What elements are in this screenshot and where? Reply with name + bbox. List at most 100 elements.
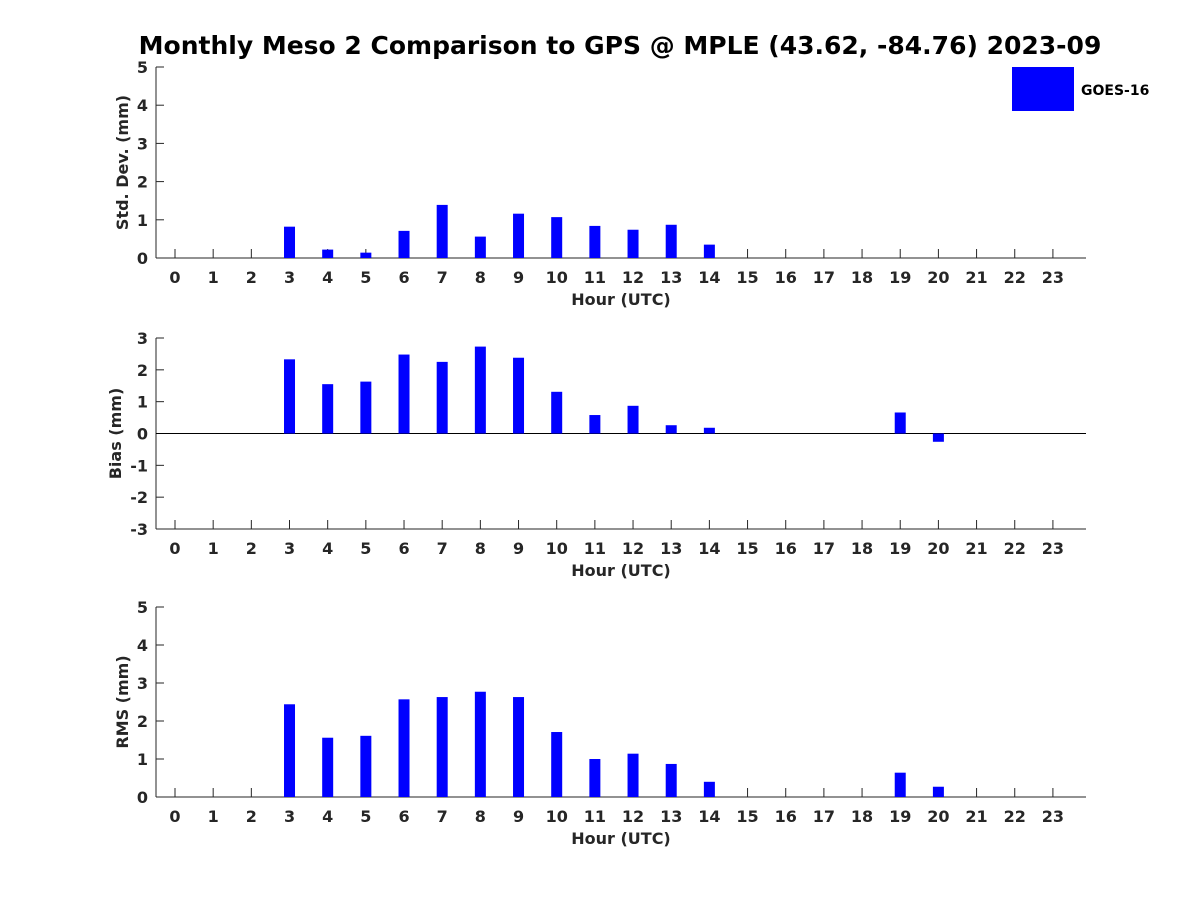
std-x-tick-label: 5 xyxy=(360,268,371,287)
std-bar-hour-9 xyxy=(513,213,525,258)
std-x-tick-label: 15 xyxy=(736,268,758,287)
rms-bar-hour-12 xyxy=(627,753,639,797)
bias-x-tick-label: 2 xyxy=(246,539,257,558)
std-y-tick-label: 1 xyxy=(137,211,148,230)
std-x-tick-label: 8 xyxy=(475,268,486,287)
bias-x-tick-label: 3 xyxy=(284,539,295,558)
std-y-tick-label: 0 xyxy=(137,249,148,268)
bias-bar-hour-14 xyxy=(703,427,715,434)
bias-y-axis-label: Bias (mm) xyxy=(106,388,125,480)
std-x-tick-label: 7 xyxy=(437,268,448,287)
bias-y-tick-label: 2 xyxy=(137,361,148,380)
std-x-tick-label: 21 xyxy=(965,268,987,287)
bias-bar-hour-12 xyxy=(627,405,639,434)
rms-x-tick-label: 8 xyxy=(475,807,486,826)
bias-bar-hour-13 xyxy=(665,425,677,434)
rms-x-tick-label: 10 xyxy=(546,807,568,826)
bias-y-tick-label: -1 xyxy=(130,456,148,475)
bias-x-tick-label: 19 xyxy=(889,539,911,558)
rms-x-tick-label: 20 xyxy=(927,807,949,826)
bias-x-tick-label: 0 xyxy=(169,539,180,558)
rms-bar-hour-11 xyxy=(589,759,601,797)
std-x-tick-label: 13 xyxy=(660,268,682,287)
std-y-tick-label: 4 xyxy=(137,96,148,115)
bias-x-tick-label: 7 xyxy=(437,539,448,558)
rms-x-tick-label: 15 xyxy=(736,807,758,826)
rms-x-tick-label: 4 xyxy=(322,807,333,826)
std-x-tick-label: 9 xyxy=(513,268,524,287)
rms-y-tick-label: 3 xyxy=(137,674,148,693)
rms-x-tick-label: 11 xyxy=(584,807,606,826)
std-x-tick-label: 23 xyxy=(1042,268,1064,287)
std-x-tick-label: 1 xyxy=(208,268,219,287)
std-x-tick-label: 10 xyxy=(546,268,568,287)
bias-bar-hour-9 xyxy=(513,357,525,434)
std-x-tick-label: 6 xyxy=(398,268,409,287)
std-bar-hour-8 xyxy=(474,236,486,258)
bias-x-tick-label: 4 xyxy=(322,539,333,558)
bias-x-tick-label: 21 xyxy=(965,539,987,558)
rms-bar-hour-19 xyxy=(894,772,906,797)
std-x-tick-label: 11 xyxy=(584,268,606,287)
std-x-tick-label: 3 xyxy=(284,268,295,287)
bias-x-tick-label: 10 xyxy=(546,539,568,558)
rms-x-tick-label: 2 xyxy=(246,807,257,826)
rms-bar-hour-3 xyxy=(284,704,296,797)
std-x-tick-label: 14 xyxy=(698,268,720,287)
bias-x-tick-label: 16 xyxy=(775,539,797,558)
bias-bar-hour-19 xyxy=(894,412,906,434)
bias-x-tick-label: 6 xyxy=(398,539,409,558)
bias-bar-hour-20 xyxy=(932,433,944,442)
std-bar-hour-12 xyxy=(627,229,639,258)
bias-y-tick-label: -2 xyxy=(130,488,148,507)
std-y-tick-label: 5 xyxy=(137,58,148,77)
rms-x-tick-label: 0 xyxy=(169,807,180,826)
std-y-tick-label: 3 xyxy=(137,134,148,153)
std-x-tick-label: 12 xyxy=(622,268,644,287)
std-x-tick-label: 19 xyxy=(889,268,911,287)
std-x-tick-label: 0 xyxy=(169,268,180,287)
bias-x-axis-label: Hour (UTC) xyxy=(571,561,671,580)
rms-x-tick-label: 9 xyxy=(513,807,524,826)
chart-title: Monthly Meso 2 Comparison to GPS @ MPLE … xyxy=(139,31,1102,60)
bias-bar-hour-4 xyxy=(322,384,334,434)
std-bar-hour-4 xyxy=(322,249,334,258)
rms-x-tick-label: 14 xyxy=(698,807,720,826)
rms-bar-hour-5 xyxy=(360,735,372,797)
bias-bar-hour-5 xyxy=(360,381,372,434)
bias-bar-hour-11 xyxy=(589,415,601,434)
bias-x-tick-label: 23 xyxy=(1042,539,1064,558)
bias-bar-hour-7 xyxy=(436,361,448,434)
rms-x-tick-label: 22 xyxy=(1004,807,1026,826)
bias-y-tick-label: -3 xyxy=(130,520,148,539)
std-x-tick-label: 18 xyxy=(851,268,873,287)
std-x-tick-label: 17 xyxy=(813,268,835,287)
bias-x-tick-label: 12 xyxy=(622,539,644,558)
std-x-tick-label: 20 xyxy=(927,268,949,287)
std-x-tick-label: 2 xyxy=(246,268,257,287)
rms-x-tick-label: 18 xyxy=(851,807,873,826)
rms-bar-hour-14 xyxy=(703,781,715,797)
legend-label: GOES-16 xyxy=(1081,83,1149,99)
std-bar-hour-10 xyxy=(551,217,563,258)
legend: GOES-16 xyxy=(1012,67,1149,111)
rms-x-tick-label: 17 xyxy=(813,807,835,826)
rms-x-tick-label: 21 xyxy=(965,807,987,826)
rms-x-tick-label: 19 xyxy=(889,807,911,826)
bias-x-tick-label: 20 xyxy=(927,539,949,558)
bias-x-tick-label: 14 xyxy=(698,539,720,558)
bias-x-tick-label: 8 xyxy=(475,539,486,558)
rms-x-tick-label: 3 xyxy=(284,807,295,826)
rms-bar-hour-13 xyxy=(665,763,677,797)
std-x-axis-label: Hour (UTC) xyxy=(571,290,671,309)
bias-x-tick-label: 17 xyxy=(813,539,835,558)
std-x-tick-label: 16 xyxy=(775,268,797,287)
bias-x-tick-label: 13 xyxy=(660,539,682,558)
bias-y-tick-label: 1 xyxy=(137,393,148,412)
rms-y-tick-label: 5 xyxy=(137,598,148,617)
rms-x-axis-label: Hour (UTC) xyxy=(571,829,671,848)
rms-x-tick-label: 13 xyxy=(660,807,682,826)
legend-swatch xyxy=(1012,67,1074,111)
